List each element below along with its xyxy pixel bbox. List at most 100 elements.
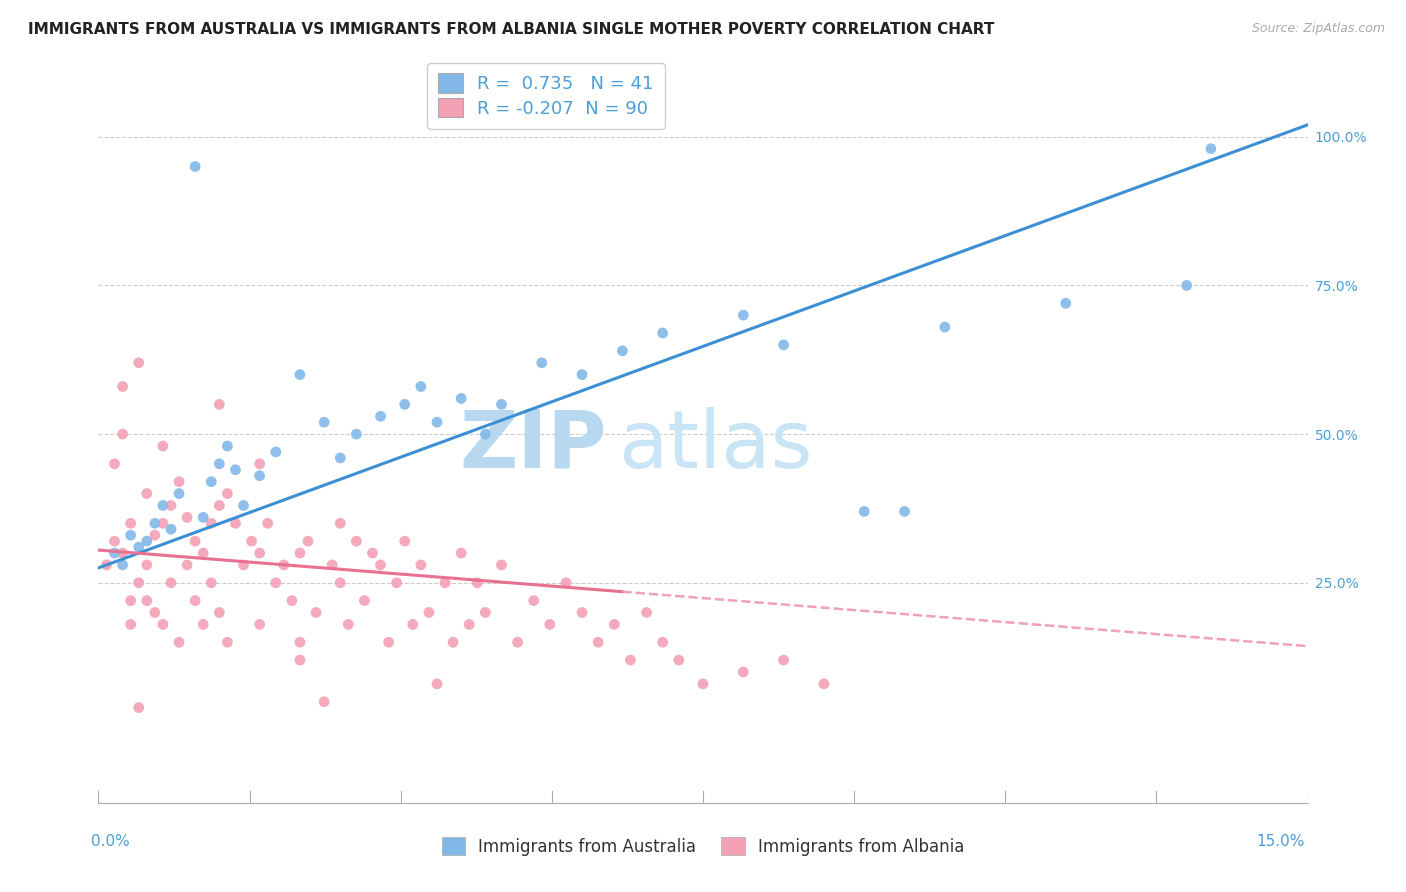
Point	[465, 575, 488, 590]
Point	[200, 575, 222, 590]
Point	[264, 575, 287, 590]
Point	[288, 635, 311, 649]
Point	[288, 653, 311, 667]
Point	[426, 415, 449, 429]
Point	[491, 397, 513, 411]
Point	[586, 635, 609, 649]
Text: Source: ZipAtlas.com: Source: ZipAtlas.com	[1251, 22, 1385, 36]
Point	[370, 558, 392, 572]
Point	[651, 326, 673, 340]
Point	[217, 439, 239, 453]
Point	[491, 558, 513, 572]
Point	[111, 427, 134, 442]
Point	[321, 558, 343, 572]
Point	[314, 695, 336, 709]
Point	[297, 534, 319, 549]
Point	[208, 457, 231, 471]
Point	[135, 558, 157, 572]
Point	[103, 534, 125, 549]
Point	[612, 343, 634, 358]
Point	[193, 617, 215, 632]
Point	[409, 558, 432, 572]
Point	[450, 546, 472, 560]
Point	[281, 593, 304, 607]
Point	[208, 397, 231, 411]
Point	[111, 379, 134, 393]
Point	[200, 516, 222, 531]
Point	[143, 516, 166, 531]
Point	[344, 427, 367, 442]
Point	[853, 504, 876, 518]
Point	[538, 617, 561, 632]
Point	[167, 475, 190, 489]
Point	[249, 546, 271, 560]
Point	[651, 635, 673, 649]
Point	[184, 593, 207, 607]
Point	[249, 457, 271, 471]
Text: atlas: atlas	[619, 407, 813, 485]
Legend: Immigrants from Australia, Immigrants from Albania: Immigrants from Australia, Immigrants fr…	[434, 830, 972, 863]
Point	[603, 617, 626, 632]
Point	[217, 635, 239, 649]
Point	[152, 439, 174, 453]
Point	[571, 368, 593, 382]
Point	[733, 665, 755, 679]
Point	[733, 308, 755, 322]
Text: IMMIGRANTS FROM AUSTRALIA VS IMMIGRANTS FROM ALBANIA SINGLE MOTHER POVERTY CORRE: IMMIGRANTS FROM AUSTRALIA VS IMMIGRANTS …	[28, 22, 994, 37]
Point	[361, 546, 384, 560]
Point	[184, 160, 207, 174]
Point	[167, 486, 190, 500]
Point	[240, 534, 263, 549]
Point	[217, 486, 239, 500]
Point	[305, 606, 328, 620]
Point	[418, 606, 440, 620]
Point	[353, 593, 375, 607]
Point	[474, 606, 496, 620]
Point	[176, 558, 198, 572]
Point	[249, 617, 271, 632]
Point	[571, 606, 593, 620]
Point	[264, 445, 287, 459]
Point	[176, 510, 198, 524]
Point	[692, 677, 714, 691]
Point	[256, 516, 278, 531]
Point	[232, 499, 254, 513]
Point	[120, 617, 142, 632]
Point	[934, 320, 956, 334]
Point	[1199, 142, 1222, 156]
Point	[385, 575, 408, 590]
Point	[668, 653, 690, 667]
Point	[377, 635, 399, 649]
Point	[1175, 278, 1198, 293]
Point	[160, 575, 183, 590]
Point	[160, 522, 183, 536]
Point	[167, 635, 190, 649]
Point	[441, 635, 464, 649]
Point	[555, 575, 578, 590]
Point	[232, 558, 254, 572]
Point	[474, 427, 496, 442]
Point	[152, 617, 174, 632]
Point	[193, 546, 215, 560]
Point	[636, 606, 658, 620]
Text: 15.0%: 15.0%	[1257, 834, 1305, 849]
Point	[111, 546, 134, 560]
Point	[193, 510, 215, 524]
Point	[120, 528, 142, 542]
Point	[458, 617, 481, 632]
Point	[394, 397, 416, 411]
Point	[135, 486, 157, 500]
Point	[273, 558, 295, 572]
Point	[344, 534, 367, 549]
Text: 0.0%: 0.0%	[91, 834, 131, 849]
Point	[370, 409, 392, 424]
Point	[120, 593, 142, 607]
Point	[160, 499, 183, 513]
Point	[224, 516, 246, 531]
Point	[152, 499, 174, 513]
Point	[111, 558, 134, 572]
Point	[523, 593, 546, 607]
Point	[103, 457, 125, 471]
Point	[135, 534, 157, 549]
Point	[184, 534, 207, 549]
